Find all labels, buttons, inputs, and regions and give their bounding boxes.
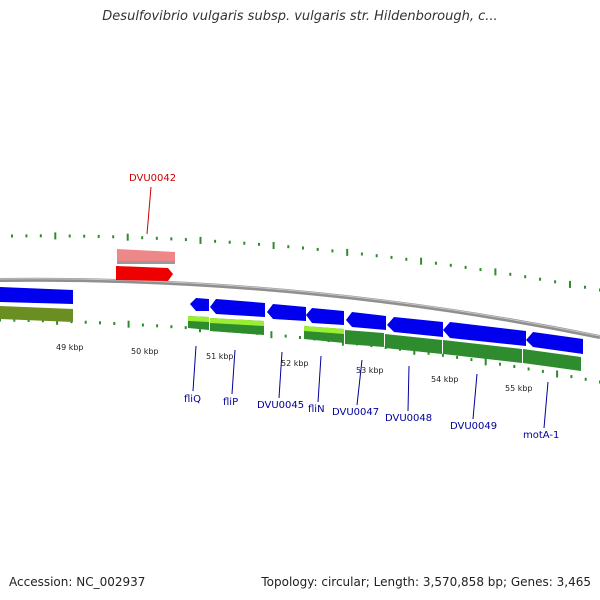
gene-arrow-dvu0048[interactable] [387, 317, 443, 337]
map-title: Desulfovibrio vulgaris subsp. vulgaris s… [102, 9, 498, 24]
gene-arrow-dvu0047[interactable] [346, 312, 386, 330]
scale-label-51: 51 kbp [206, 352, 234, 361]
gene-arrow-flip[interactable] [210, 299, 265, 317]
leader-dvu0048 [407, 365, 410, 412]
gene-label-dvu0047[interactable]: DVU0047 [332, 407, 379, 418]
gene-label-fliq[interactable]: fliQ [184, 394, 201, 405]
accession-label: Accession: NC_002937 [9, 575, 146, 589]
gene-arrow-mota-1[interactable] [526, 332, 583, 354]
gene-label-flin[interactable]: fliN [308, 404, 325, 415]
gene-label-flip[interactable]: fliP [223, 397, 238, 408]
cog-block-flin-light [304, 326, 344, 334]
scale-label-55: 55 kbp [505, 384, 533, 393]
cog-block-dvu0047[interactable] [345, 330, 384, 347]
gene-arrow-dvu0042[interactable] [116, 266, 173, 281]
cog-block-flip-light [210, 318, 264, 326]
scale-labels: 49 kbp 50 kbp 51 kbp 52 kbp 53 kbp 54 kb… [56, 343, 533, 393]
gene-label-dvu0045[interactable]: DVU0045 [257, 400, 304, 411]
gene-label-dvu0049[interactable]: DVU0049 [450, 421, 497, 432]
cog-category-track [0, 306, 581, 371]
leader-dvu0045 [278, 351, 283, 399]
leader-dvu0047 [356, 359, 363, 406]
cog-block-mota-1[interactable] [523, 349, 581, 371]
reverse-strand-cds-track [0, 287, 583, 354]
scale-label-50: 50 kbp [131, 347, 159, 356]
scale-label-54: 54 kbp [431, 375, 459, 384]
leader-dvu0049 [472, 373, 478, 420]
cog-block-fliq-light [188, 316, 209, 322]
gene-labels: DVU0042 fliQ fliP DVU0045 fliN DVU0047 D… [129, 173, 559, 441]
gene-label-leaders [146, 186, 549, 429]
topology-label: Topology: circular; Length: 3,570,858 bp… [261, 575, 591, 589]
scale-label-53: 53 kbp [356, 366, 384, 375]
genome-backbone-highlight [0, 278, 600, 337]
cog-block-olive[interactable] [0, 306, 73, 322]
cog-block-dvu0048[interactable] [385, 334, 442, 354]
gene-arrow-dvu0049[interactable] [443, 322, 526, 346]
gene-arrow-fliq[interactable] [190, 298, 209, 311]
gene-label-dvu0048[interactable]: DVU0048 [385, 413, 432, 424]
gene-label-dvu0042[interactable]: DVU0042 [129, 173, 176, 184]
cog-block-dvu0049[interactable] [443, 340, 522, 363]
scale-label-52: 52 kbp [281, 359, 309, 368]
forward-strand-track [116, 249, 175, 281]
scale-label-49: 49 kbp [56, 343, 84, 352]
gene-arrow-dvu0045[interactable] [267, 304, 306, 321]
gene-arrow-left-edge[interactable] [0, 287, 73, 304]
gene-arrow-flin[interactable] [306, 308, 344, 325]
leader-flip [231, 349, 236, 395]
gene-arrow-dvu0042-faded[interactable] [117, 249, 175, 263]
leader-dvu0042 [146, 186, 152, 235]
gene-arrow-dvu0042-faded-base [117, 261, 175, 264]
leader-fliq [192, 345, 197, 392]
outer-tick-ring [11, 232, 600, 292]
gene-label-mota-1[interactable]: motA-1 [523, 430, 559, 441]
leader-mota-1 [543, 381, 549, 429]
leader-flin [317, 355, 322, 403]
genome-backbone [0, 277, 600, 339]
